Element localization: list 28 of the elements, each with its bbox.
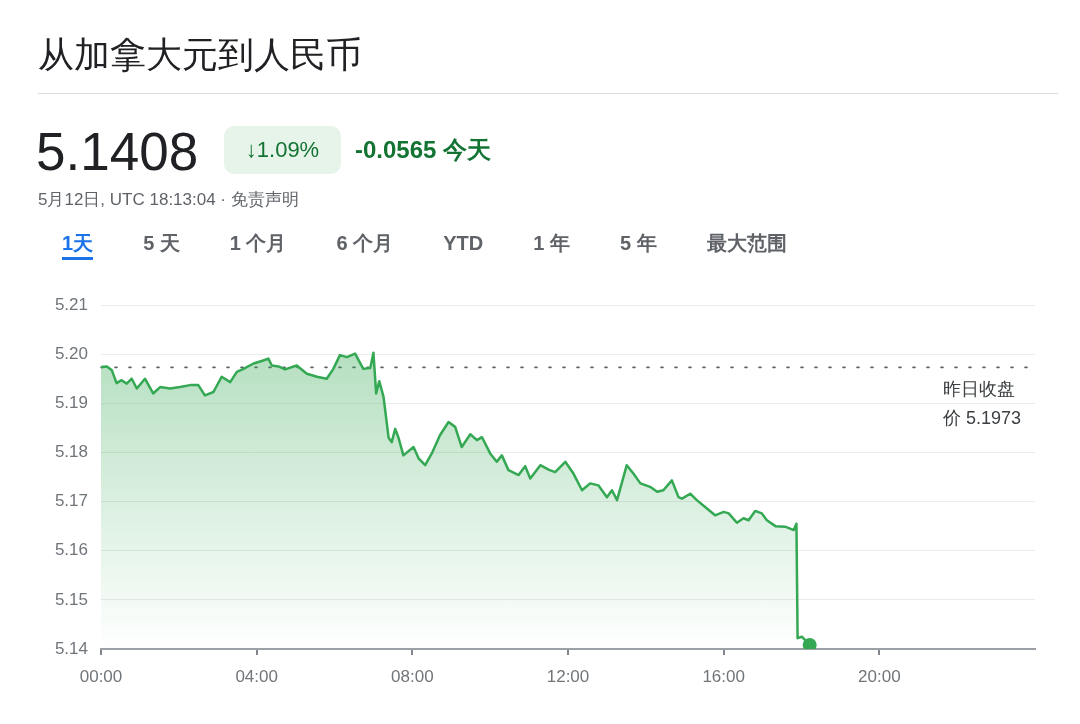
y-tick-label: 5.17 — [54, 491, 88, 511]
y-tick-label: 5.19 — [54, 392, 88, 412]
text: 6 个月 — [336, 231, 394, 256]
text: YTD — [443, 231, 484, 256]
y-tick-label: 5.18 — [54, 442, 88, 462]
ref-line-label: 昨日收盘价 5.1973 — [942, 379, 1022, 429]
text: 1 年 — [533, 231, 570, 256]
y-tick-label: 5.20 — [54, 343, 88, 363]
text: 5 年 — [619, 231, 657, 256]
text: 1天 — [62, 231, 94, 260]
x-tick-label: 00:00 — [79, 666, 123, 686]
x-tick-label: 12:00 — [546, 666, 590, 686]
x-tick-label: 04:00 — [235, 666, 278, 686]
y-tick-label: 5.21 — [54, 294, 88, 314]
text: -0.0565 今天 — [355, 135, 492, 165]
chart-title: 从加拿大元到人民币 — [38, 33, 362, 77]
y-tick-label: 5.16 — [54, 540, 88, 560]
text: 5.1408 — [36, 121, 199, 183]
text: 5 天 — [143, 231, 180, 256]
x-tick-label: 08:00 — [391, 666, 434, 686]
x-tick-label: 16:00 — [702, 666, 745, 686]
x-tick-label: 20:00 — [858, 666, 901, 686]
chart-subtitle: 5月12日, UTC 18:13:04 · 免责声明 — [38, 189, 299, 211]
badge: ↓1.09% — [224, 126, 341, 174]
text: 1 个月 — [229, 231, 287, 256]
text: 最大范围 — [706, 231, 787, 256]
y-tick-label: 5.14 — [54, 638, 88, 658]
y-tick-label: 5.15 — [54, 589, 88, 609]
